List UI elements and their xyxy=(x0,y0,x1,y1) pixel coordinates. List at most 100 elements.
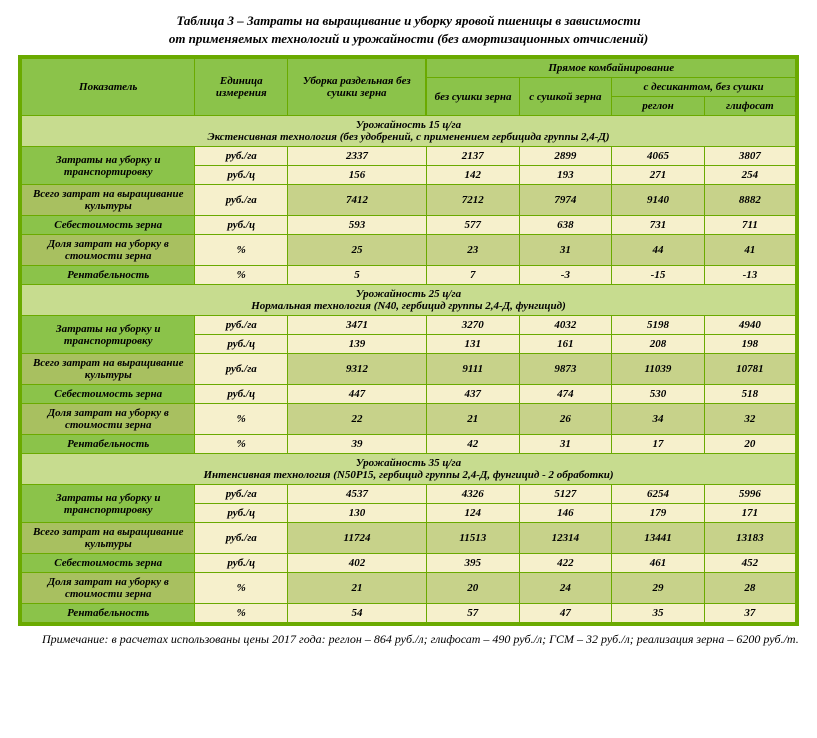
val: 23 xyxy=(426,235,519,266)
ind-profit-1: Рентабельность xyxy=(20,435,195,454)
val: 10781 xyxy=(704,354,797,385)
hdr-c1: без сушки зерна xyxy=(426,78,519,116)
val: 4065 xyxy=(612,147,705,166)
val: 131 xyxy=(426,335,519,354)
val: 44 xyxy=(612,235,705,266)
val: 146 xyxy=(519,504,612,523)
val: 402 xyxy=(288,554,427,573)
val: 37 xyxy=(704,604,797,625)
unit: руб./ц xyxy=(195,504,288,523)
val: 271 xyxy=(612,166,705,185)
val: 198 xyxy=(704,335,797,354)
costs-table: Показатель Единица измерения Уборка разд… xyxy=(18,55,799,626)
ind-harvest-1: Затраты на уборку и транспортировку xyxy=(20,316,195,354)
val: 28 xyxy=(704,573,797,604)
section-band-1: Урожайность 25 ц/га Нормальная технологи… xyxy=(20,285,797,316)
val: 7412 xyxy=(288,185,427,216)
val: 11039 xyxy=(612,354,705,385)
val: 20 xyxy=(426,573,519,604)
val: 2337 xyxy=(288,147,427,166)
unit: руб./ц xyxy=(195,166,288,185)
val: 2899 xyxy=(519,147,612,166)
val: 130 xyxy=(288,504,427,523)
section-band-2: Урожайность 35 ц/га Интенсивная технолог… xyxy=(20,454,797,485)
val: 7 xyxy=(426,266,519,285)
hdr-c4: глифосат xyxy=(704,97,797,116)
val: 518 xyxy=(704,385,797,404)
ind-total-2: Всего затрат на выращивание культуры xyxy=(20,523,195,554)
val: 395 xyxy=(426,554,519,573)
val: 5198 xyxy=(612,316,705,335)
val: 31 xyxy=(519,235,612,266)
val: 3807 xyxy=(704,147,797,166)
val: -13 xyxy=(704,266,797,285)
unit: руб./га xyxy=(195,185,288,216)
val: 21 xyxy=(288,573,427,604)
val: 124 xyxy=(426,504,519,523)
unit: % xyxy=(195,266,288,285)
unit: руб./ц xyxy=(195,554,288,573)
val: 452 xyxy=(704,554,797,573)
val: 9140 xyxy=(612,185,705,216)
hdr-unit: Единица измерения xyxy=(195,57,288,116)
val: 577 xyxy=(426,216,519,235)
unit: % xyxy=(195,604,288,625)
val: 5127 xyxy=(519,485,612,504)
val: 461 xyxy=(612,554,705,573)
val: 142 xyxy=(426,166,519,185)
unit: % xyxy=(195,435,288,454)
val: 11724 xyxy=(288,523,427,554)
ind-profit-0: Рентабельность xyxy=(20,266,195,285)
val: 3270 xyxy=(426,316,519,335)
hdr-c2: с сушкой зерна xyxy=(519,78,612,116)
val: 530 xyxy=(612,385,705,404)
hdr-separate: Уборка раздельная без сушки зерна xyxy=(288,57,427,116)
ind-harvest-0: Затраты на уборку и транспортировку xyxy=(20,147,195,185)
val: 25 xyxy=(288,235,427,266)
val: 22 xyxy=(288,404,427,435)
val: 11513 xyxy=(426,523,519,554)
val: 593 xyxy=(288,216,427,235)
unit: руб./га xyxy=(195,147,288,166)
val: 447 xyxy=(288,385,427,404)
val: 422 xyxy=(519,554,612,573)
ind-total-0: Всего затрат на выращивание культуры xyxy=(20,185,195,216)
val: 161 xyxy=(519,335,612,354)
ind-profit-2: Рентабельность xyxy=(20,604,195,625)
unit: руб./га xyxy=(195,485,288,504)
val: 254 xyxy=(704,166,797,185)
val: 20 xyxy=(704,435,797,454)
footnote: Примечание: в расчетах использованы цены… xyxy=(18,632,799,648)
val: 5996 xyxy=(704,485,797,504)
val: 156 xyxy=(288,166,427,185)
title-line2: от применяемых технологий и урожайности … xyxy=(169,31,648,46)
ind-share-2: Доля затрат на уборку в стоимости зерна xyxy=(20,573,195,604)
val: 29 xyxy=(612,573,705,604)
val: 8882 xyxy=(704,185,797,216)
val: 171 xyxy=(704,504,797,523)
val: 21 xyxy=(426,404,519,435)
unit: руб./ц xyxy=(195,216,288,235)
val: 42 xyxy=(426,435,519,454)
section-band-0: Урожайность 15 ц/га Экстенсивная техноло… xyxy=(20,116,797,147)
val: 9873 xyxy=(519,354,612,385)
val: 179 xyxy=(612,504,705,523)
unit: руб./ц xyxy=(195,385,288,404)
ind-total-1: Всего затрат на выращивание культуры xyxy=(20,354,195,385)
val: 57 xyxy=(426,604,519,625)
unit: руб./га xyxy=(195,354,288,385)
val: 4537 xyxy=(288,485,427,504)
val: 4326 xyxy=(426,485,519,504)
ind-cost-0: Себестоимость зерна xyxy=(20,216,195,235)
ind-share-0: Доля затрат на уборку в стоимости зерна xyxy=(20,235,195,266)
unit: % xyxy=(195,404,288,435)
val: -15 xyxy=(612,266,705,285)
val: 12314 xyxy=(519,523,612,554)
val: 39 xyxy=(288,435,427,454)
unit: % xyxy=(195,573,288,604)
ind-share-1: Доля затрат на уборку в стоимости зерна xyxy=(20,404,195,435)
hdr-direct-group: Прямое комбайнирование xyxy=(426,57,797,78)
val: 731 xyxy=(612,216,705,235)
unit: руб./ц xyxy=(195,335,288,354)
unit: % xyxy=(195,235,288,266)
